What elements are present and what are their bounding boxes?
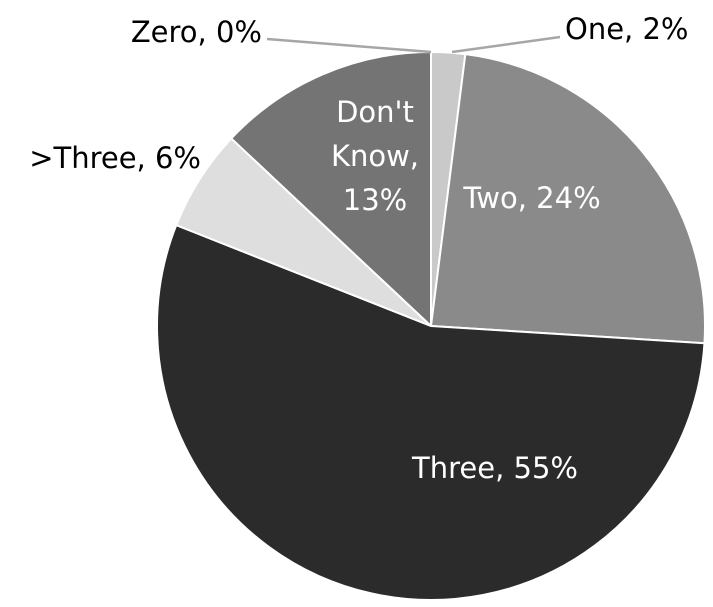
data-label-more-than-three: >Three, 6%	[29, 141, 201, 175]
pie-slice-three	[156, 224, 706, 601]
data-label-two: Two, 24%	[462, 181, 600, 215]
leader-lines-layer	[266, 35, 561, 54]
pie-slice-don-t-know	[230, 51, 432, 327]
data-label-three: Three, 55%	[411, 451, 578, 485]
pie-slice-two	[430, 53, 706, 345]
data-label-line: Don't	[336, 95, 414, 129]
data-label-line: Three, 55%	[411, 451, 578, 485]
leader-line-one	[451, 35, 561, 54]
data-label-line: Know,	[331, 139, 419, 173]
data-label-line: Zero, 0%	[131, 15, 262, 49]
data-label-line: One, 2%	[565, 12, 689, 46]
labels-layer: Zero, 0% One, 2% Two, 24% Three, 55% >Three,…	[29, 12, 688, 485]
data-label-line: 13%	[343, 183, 407, 217]
leader-line-zero	[266, 37, 432, 54]
data-label-don-t-know: Don't Know, 13%	[331, 95, 419, 217]
data-label-line: Two, 24%	[462, 181, 600, 215]
data-label-one: One, 2%	[565, 12, 689, 46]
data-label-zero: Zero, 0%	[131, 15, 262, 49]
slices-layer	[156, 51, 706, 601]
data-label-line: >Three, 6%	[29, 141, 201, 175]
